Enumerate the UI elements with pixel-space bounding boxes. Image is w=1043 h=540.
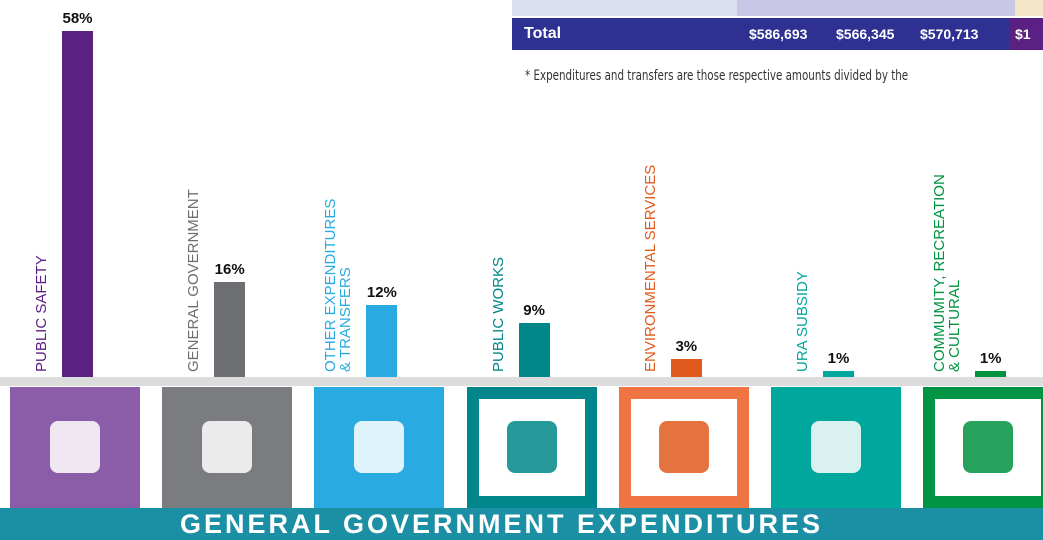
- table-cell: Total: [524, 25, 562, 42]
- value-label: 1%: [979, 350, 1002, 368]
- icon: [354, 421, 405, 473]
- icon: [963, 421, 1014, 473]
- icon: [506, 421, 557, 473]
- icon-area: [935, 399, 1042, 496]
- icon: [202, 421, 253, 473]
- value-label: 9%: [523, 302, 545, 320]
- icon-tile: [466, 387, 597, 508]
- table-cell: $566,345: [836, 26, 895, 42]
- bar: [366, 305, 398, 377]
- icon-tile: [618, 387, 749, 508]
- value-label: 1%: [827, 350, 850, 368]
- icon-area: [478, 399, 585, 496]
- banner-title: GENERAL GOVERNMENT EXPENDITURES: [0, 508, 1043, 540]
- category-label: URA SUBSIDY: [794, 271, 811, 372]
- category-label: GENERAL GOVERNMENT: [185, 189, 203, 372]
- footnote: * Expenditures and transfers are those r…: [525, 68, 909, 84]
- table-cell: $570,713: [920, 26, 979, 42]
- icon-area: [783, 399, 889, 496]
- icon-tile: [771, 387, 901, 508]
- icon-tile: [10, 387, 140, 508]
- category-label: ENVIRONMENTAL SERVICES: [641, 164, 659, 372]
- bar: [214, 281, 246, 377]
- category-label: PUBLIC SAFETY: [33, 255, 50, 372]
- icon-area: [630, 399, 737, 496]
- baseline: [0, 377, 1043, 386]
- bar: [670, 359, 702, 377]
- category-label: OTHER EXPENDITURES & TRANSFERS: [322, 198, 355, 372]
- bar: [975, 371, 1007, 377]
- category-label: PUBLIC WORKS: [489, 256, 507, 372]
- icon: [50, 421, 100, 473]
- icon-area: [326, 399, 433, 496]
- icon: [811, 421, 861, 473]
- bar: [518, 323, 550, 377]
- table-cell: $586,693: [749, 26, 808, 42]
- icon-tile: [923, 387, 1043, 508]
- value-label: 16%: [214, 260, 245, 278]
- value-label: 3%: [675, 338, 698, 356]
- value-label: 58%: [62, 10, 93, 28]
- table-total-row: Total $586,693 $566,345 $570,713 $1: [512, 18, 1043, 50]
- icon-area: [22, 399, 128, 496]
- icon: [658, 421, 709, 473]
- icon-area: [174, 399, 281, 496]
- table-cell: $1: [1009, 18, 1043, 50]
- value-label: 12%: [366, 284, 397, 302]
- bar: [62, 31, 93, 377]
- bar: [823, 371, 854, 377]
- icon-tile: [314, 387, 445, 508]
- category-label: COMMUMITY, RECREATION & CULTURAL: [931, 174, 964, 372]
- table-cell: [1015, 0, 1043, 16]
- icon-tile: [162, 387, 293, 508]
- table-cell: [512, 0, 737, 16]
